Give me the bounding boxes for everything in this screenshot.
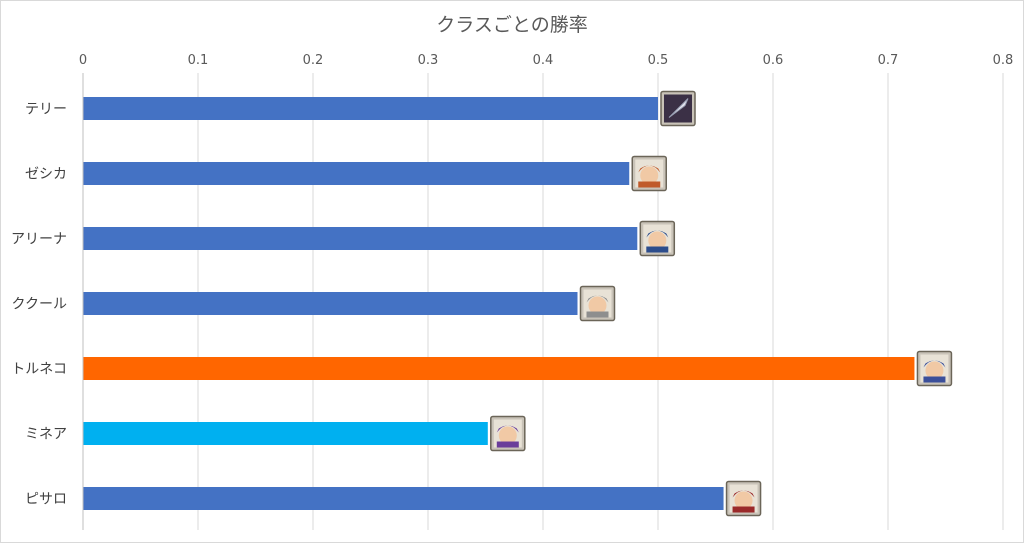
x-tick-label: 0.8 [993,53,1014,68]
character-portrait-icon [631,155,667,192]
bar [83,97,658,120]
category-label: ククール [12,297,67,313]
bar [83,162,630,185]
bar [83,357,915,380]
x-tick-label: 0.4 [533,53,554,68]
chart-title: クラスごとの勝率 [436,14,588,36]
sword-icon [660,90,696,127]
category-label: アリーナ [11,232,67,248]
bar [83,292,578,315]
x-tick-label: 0.2 [303,53,324,68]
x-tick-label: 0.3 [418,53,439,68]
bar [83,227,638,250]
x-tick-label: 0.5 [648,53,669,68]
bar [83,422,488,445]
category-label: ゼシカ [25,167,67,183]
bar [83,487,724,510]
character-portrait-icon [725,480,762,517]
category-label: ピサロ [25,492,67,508]
character-portrait-icon [916,350,953,387]
character-portrait-icon [639,220,676,257]
x-tick-label: 0 [79,53,87,68]
category-label: トルネコ [11,362,67,378]
category-label: ミネア [25,427,67,443]
category-label: テリー [25,102,67,118]
x-tick-label: 0.6 [763,53,784,68]
x-tick-label: 0.7 [878,53,899,68]
character-portrait-icon [490,415,526,452]
x-tick-label: 0.1 [188,53,209,68]
character-portrait-icon [579,285,616,322]
